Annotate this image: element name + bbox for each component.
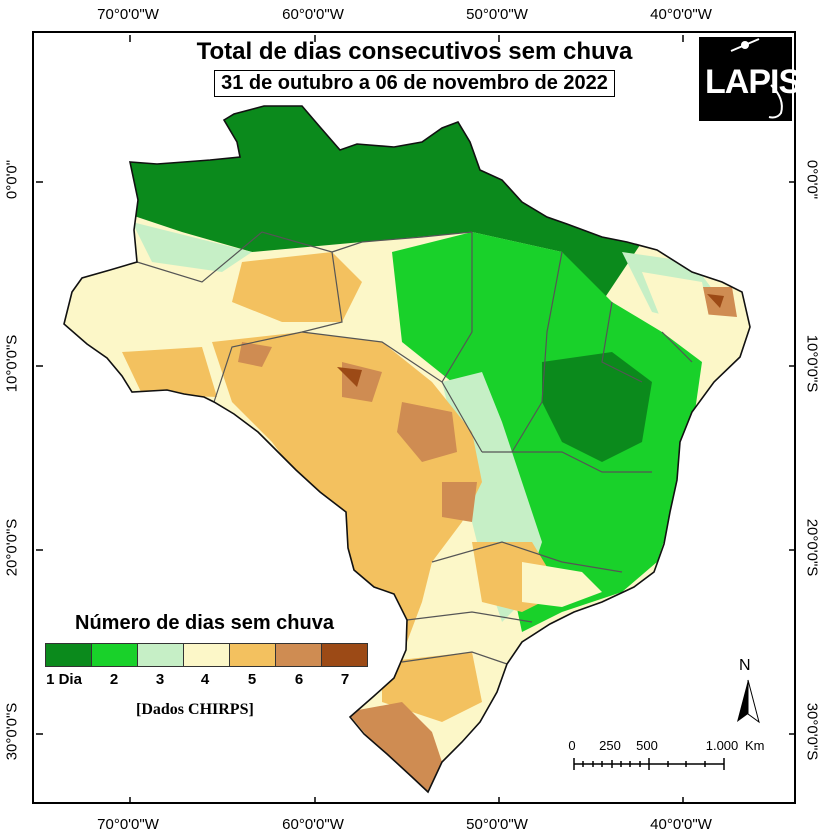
map-title: Total de dias consecutivos sem chuva xyxy=(196,38,633,65)
legend-label-4: 4 xyxy=(200,671,210,688)
latitude-label-30s-left: 30°0'0"S xyxy=(3,702,21,761)
latitude-label-10s-right: 10°0'0"S xyxy=(803,334,821,393)
map-subtitle: 31 de outubro a 06 de novembro de 2022 xyxy=(214,70,615,97)
legend-label-7: 7 xyxy=(340,671,350,688)
longitude-label-40w-top: 40°0'0"W xyxy=(650,6,712,23)
longitude-label-60w-bottom: 60°0'0"W xyxy=(282,816,344,833)
latitude-label-20s-left: 20°0'0"S xyxy=(3,518,21,577)
brazil-map xyxy=(36,35,794,802)
latitude-label-30s-right: 30°0'0"S xyxy=(803,702,821,761)
latitude-label-10s-left: 10°0'0"S xyxy=(3,334,21,393)
logo-text: LAPIS xyxy=(705,63,801,101)
longitude-label-40w-bottom: 40°0'0"W xyxy=(650,816,712,833)
longitude-label-70w-top: 70°0'0"W xyxy=(97,6,159,23)
legend-swatch-3 xyxy=(138,644,184,666)
legend-label-1: 1 Dia xyxy=(46,671,82,688)
scale-unit: Km xyxy=(745,738,765,753)
latitude-label-0-left: 0°0'0" xyxy=(3,159,21,200)
legend-swatch-7 xyxy=(322,644,367,666)
longitude-label-60w-top: 60°0'0"W xyxy=(282,6,344,23)
legend-label-6: 6 xyxy=(294,671,304,688)
longitude-label-50w-bottom: 50°0'0"W xyxy=(466,816,528,833)
map-frame xyxy=(32,31,796,804)
legend-swatch-4 xyxy=(184,644,230,666)
brazil-outline xyxy=(63,105,751,794)
legend-swatch-1 xyxy=(46,644,92,666)
scale-label-0: 0 xyxy=(568,738,576,753)
graticule-ticks xyxy=(36,35,794,802)
legend-color-bar xyxy=(45,643,368,667)
longitude-label-50w-top: 50°0'0"W xyxy=(466,6,528,23)
legend-title: Número de dias sem chuva xyxy=(75,612,334,634)
lapis-logo: LAPIS xyxy=(699,37,801,121)
legend-label-3: 3 xyxy=(155,671,165,688)
scale-label-1000: 1.000 xyxy=(705,738,739,753)
longitude-label-70w-bottom: 70°0'0"W xyxy=(97,816,159,833)
north-label: N xyxy=(739,657,751,674)
latitude-label-0-right: 0°0'0" xyxy=(803,159,821,200)
legend-label-5: 5 xyxy=(247,671,257,688)
satellite-icon xyxy=(730,38,783,119)
latitude-label-20s-right: 20°0'0"S xyxy=(803,518,821,577)
legend-label-2: 2 xyxy=(109,671,119,688)
rainfall-regions xyxy=(64,106,750,792)
data-source: [Dados CHIRPS] xyxy=(136,701,254,718)
scale-label-250: 250 xyxy=(599,738,621,753)
state-boundaries xyxy=(136,231,693,665)
legend-swatch-6 xyxy=(276,644,322,666)
north-arrow-icon xyxy=(737,679,760,724)
legend-swatch-5 xyxy=(230,644,276,666)
subtitle-box: 31 de outubro a 06 de novembro de 2022 xyxy=(0,70,829,97)
scale-bar xyxy=(573,758,725,770)
scale-label-500: 500 xyxy=(636,738,658,753)
legend-swatch-2 xyxy=(92,644,138,666)
